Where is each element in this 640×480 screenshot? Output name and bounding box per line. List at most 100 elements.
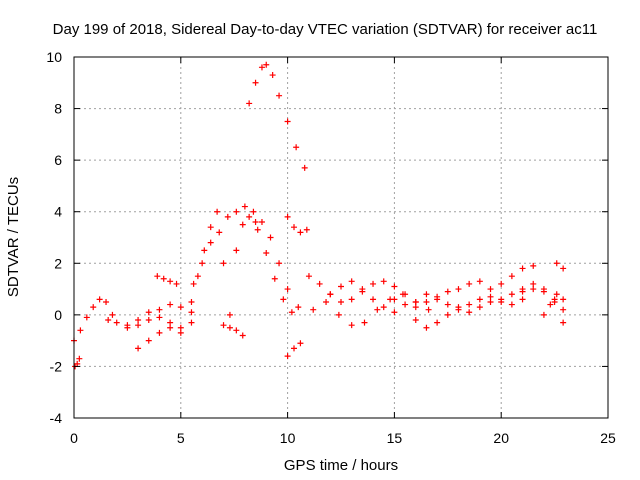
data-point (297, 340, 304, 347)
data-point (250, 208, 257, 215)
data-point (288, 309, 295, 316)
data-point (74, 360, 81, 367)
data-point (226, 311, 233, 318)
data-point (90, 304, 97, 311)
axis-ticks: 0 5 10 15 20 25 -4 -2 0 2 4 6 8 10 (46, 49, 616, 446)
data-point (423, 291, 430, 298)
data-point (444, 288, 451, 295)
data-point (199, 260, 206, 267)
data-point (160, 275, 167, 282)
x-tick-label: 20 (493, 430, 509, 446)
data-point (370, 280, 377, 287)
data-point (124, 322, 131, 329)
data-point (239, 221, 246, 228)
data-point (434, 319, 441, 326)
data-point (391, 296, 398, 303)
data-point (113, 319, 120, 326)
y-tick-label: 8 (54, 101, 62, 117)
data-point (530, 262, 537, 269)
series-track-21 (553, 260, 567, 272)
data-point (423, 298, 430, 305)
data-point (560, 306, 567, 313)
data-point (284, 353, 291, 360)
data-point (207, 239, 214, 246)
data-point (380, 304, 387, 311)
data-point (135, 317, 142, 324)
chart-title: Day 199 of 2018, Sidereal Day-to-day VTE… (53, 21, 598, 38)
data-point (487, 293, 494, 300)
data-point (145, 337, 152, 344)
data-point (391, 283, 398, 290)
data-point (188, 319, 195, 326)
data-point (508, 301, 515, 308)
data-point (530, 286, 537, 293)
data-point (519, 286, 526, 293)
data-point (444, 311, 451, 318)
data-point (254, 226, 261, 233)
data-point (194, 273, 201, 280)
data-point (156, 314, 163, 321)
data-point (301, 164, 308, 171)
series-track-16 (391, 262, 537, 311)
series-track-10 (254, 226, 302, 316)
data-point (547, 301, 554, 308)
data-point (177, 324, 184, 331)
data-point (190, 280, 197, 287)
series-track-7 (190, 203, 291, 293)
data-point (239, 332, 246, 339)
data-point (220, 322, 227, 329)
grid (74, 57, 608, 418)
data-point (96, 296, 103, 303)
data-point (214, 208, 221, 215)
data-point (188, 309, 195, 316)
data-point (455, 286, 462, 293)
data-point (399, 291, 406, 298)
data-point (370, 296, 377, 303)
x-tick-label: 0 (70, 430, 78, 446)
series-track-17 (412, 286, 567, 331)
data-point (263, 249, 270, 256)
series-track-18 (423, 291, 526, 316)
plot-frame (73, 56, 609, 419)
data-point (305, 273, 312, 280)
data-point (252, 219, 259, 226)
data-point (560, 296, 567, 303)
series-track-9 (246, 61, 308, 171)
data-point (135, 322, 142, 329)
data-point (310, 306, 317, 313)
y-tick-label: -4 (50, 410, 63, 426)
data-point (167, 301, 174, 308)
data-point (105, 317, 112, 324)
series-track-15 (327, 278, 398, 316)
data-point (291, 224, 298, 231)
series-track-8 (220, 322, 246, 339)
data-point (540, 311, 547, 318)
data-point (434, 296, 441, 303)
data-point (291, 345, 298, 352)
data-point (303, 226, 310, 233)
series-track-19 (519, 280, 567, 326)
data-point (560, 265, 567, 272)
data-point (226, 324, 233, 331)
data-point (359, 286, 366, 293)
data-point (374, 306, 381, 313)
data-point (540, 286, 547, 293)
y-axis-label: SDTVAR / TECUs (5, 177, 22, 297)
data-point (271, 275, 278, 282)
data-point (466, 309, 473, 316)
y-tick-label: 10 (46, 49, 62, 65)
data-point (295, 304, 302, 311)
data-point (135, 345, 142, 352)
data-points (71, 61, 567, 370)
data-point (551, 298, 558, 305)
data-point (246, 100, 253, 107)
data-point (508, 291, 515, 298)
data-point (487, 298, 494, 305)
data-point (335, 311, 342, 318)
data-point (216, 229, 223, 236)
data-point (553, 291, 560, 298)
series-track-11 (284, 213, 310, 236)
data-point (391, 309, 398, 316)
x-tick-label: 5 (177, 430, 185, 446)
